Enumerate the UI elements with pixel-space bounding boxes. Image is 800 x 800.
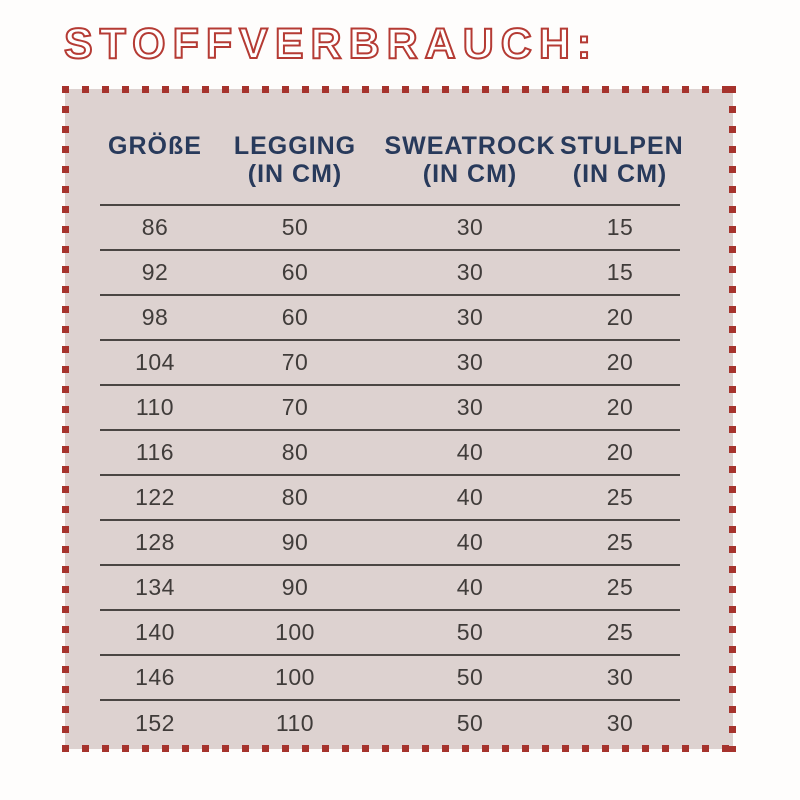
table-cell-groesse: 92 — [141, 259, 169, 285]
table-row: 146 100 50 30 — [100, 655, 680, 700]
table-cell-legging: 60 — [281, 259, 309, 285]
column-header-sweatrock: SWEATROCK (IN CM) — [380, 132, 560, 205]
table-row: 134 90 40 25 — [100, 565, 680, 610]
table-cell-sweatrock: 40 — [456, 439, 484, 465]
table-header: GRÖßE LEGGING (IN CM) SWEATROCK (IN CM) STULP… — [100, 132, 684, 205]
table-cell-stulpen: 15 — [606, 214, 634, 240]
table-row: 152 110 50 30 — [100, 700, 680, 745]
table-cell-sweatrock: 50 — [456, 619, 484, 645]
table-cell-sweatrock: 30 — [456, 394, 484, 420]
table-cell-groesse: 140 — [135, 619, 175, 645]
table-cell-sweatrock: 40 — [456, 484, 484, 510]
table-cell-sweatrock: 30 — [456, 349, 484, 375]
table-row: 116 80 40 20 — [100, 430, 680, 475]
column-header-unit: (IN CM) — [247, 160, 343, 188]
column-header-unit: (IN CM) — [422, 160, 518, 188]
table-cell-groesse: 86 — [141, 214, 169, 240]
table-cell-sweatrock: 50 — [456, 664, 484, 690]
table-cell-legging: 70 — [281, 394, 309, 420]
table-cell-legging: 110 — [275, 709, 315, 736]
table-cell-stulpen: 20 — [606, 304, 634, 330]
table-cell-sweatrock: 30 — [456, 259, 484, 285]
table-cell-stulpen: 30 — [606, 709, 634, 736]
table-cell-legging: 100 — [275, 664, 315, 690]
fabric-table-panel: GRÖßE LEGGING (IN CM) SWEATROCK (IN CM) STULP… — [62, 86, 736, 752]
column-header-label: GRÖßE — [108, 132, 202, 160]
table-cell-sweatrock: 30 — [456, 214, 484, 240]
page-title: STOFFVERBRAUCH: — [63, 19, 599, 69]
table-cell-sweatrock: 40 — [456, 574, 484, 600]
column-header-label: SWEATROCK — [384, 132, 556, 160]
table-row: 86 50 30 15 — [100, 205, 680, 250]
table-cell-groesse: 110 — [135, 394, 175, 420]
column-header-label: LEGGING — [233, 132, 357, 160]
table-cell-sweatrock: 50 — [456, 709, 484, 736]
table-cell-groesse: 128 — [135, 529, 175, 555]
table-row: 122 80 40 25 — [100, 475, 680, 520]
table-cell-legging: 100 — [275, 619, 315, 645]
table-cell-legging: 70 — [281, 349, 309, 375]
table-cell-stulpen: 25 — [606, 619, 634, 645]
table-cell-groesse: 104 — [135, 349, 175, 375]
table-cell-stulpen: 20 — [606, 439, 634, 465]
table-cell-groesse: 134 — [135, 574, 175, 600]
table-cell-sweatrock: 40 — [456, 529, 484, 555]
column-header-stulpen: STULPEN (IN CM) — [560, 132, 684, 205]
table-row: 128 90 40 25 — [100, 520, 680, 565]
column-header-label: STULPEN — [560, 132, 684, 160]
table-cell-groesse: 116 — [135, 439, 175, 465]
table-cell-stulpen: 30 — [606, 664, 634, 690]
table-row: 98 60 30 20 — [100, 295, 680, 340]
column-header-legging: LEGGING (IN CM) — [210, 132, 380, 205]
column-header-unit: (IN CM) — [572, 160, 668, 188]
table-cell-legging: 80 — [281, 484, 309, 510]
table-cell-sweatrock: 30 — [456, 304, 484, 330]
table-cell-stulpen: 25 — [606, 484, 634, 510]
table-header-row: GRÖßE LEGGING (IN CM) SWEATROCK (IN CM) STULP… — [100, 132, 684, 205]
table-row: 140 100 50 25 — [100, 610, 680, 655]
table-row: 110 70 30 20 — [100, 385, 680, 430]
table-cell-stulpen: 15 — [606, 259, 634, 285]
table-cell-groesse: 146 — [135, 664, 175, 690]
table-row: 104 70 30 20 — [100, 340, 680, 385]
fabric-consumption-table: GRÖßE LEGGING (IN CM) SWEATROCK (IN CM) STULP… — [100, 132, 684, 745]
table-cell-legging: 60 — [281, 304, 309, 330]
table-cell-stulpen: 25 — [606, 574, 634, 600]
table-cell-groesse: 122 — [135, 484, 175, 510]
table-cell-stulpen: 25 — [606, 529, 634, 555]
table-cell-stulpen: 20 — [606, 349, 634, 375]
table-cell-groesse: 152 — [135, 709, 175, 736]
table-cell-legging: 80 — [281, 439, 309, 465]
column-header-groesse: GRÖßE — [100, 132, 210, 205]
table-cell-legging: 50 — [281, 214, 309, 240]
table-cell-groesse: 98 — [141, 304, 169, 330]
table-row: 92 60 30 15 — [100, 250, 680, 295]
table-cell-legging: 90 — [281, 574, 309, 600]
table-cell-legging: 90 — [281, 529, 309, 555]
table-cell-stulpen: 20 — [606, 394, 634, 420]
table-body: 86 50 30 15 92 60 30 15 98 60 30 20 104 70 30 20 110 70 30… — [100, 205, 680, 745]
